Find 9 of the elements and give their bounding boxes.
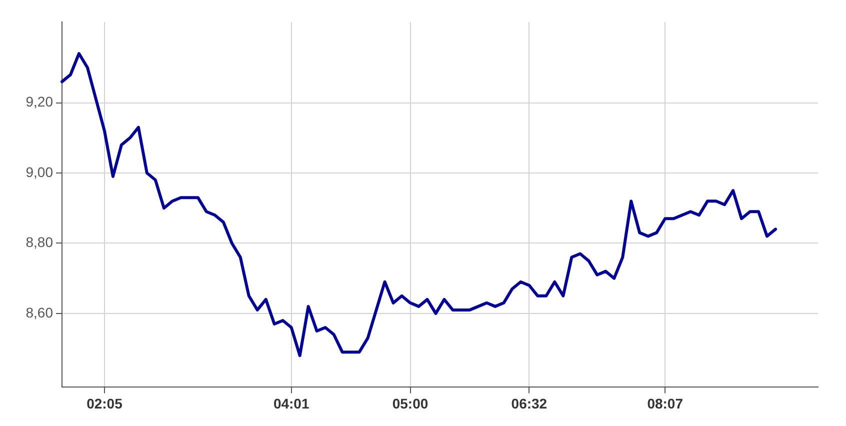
x-tick-label: 08:07 bbox=[647, 395, 684, 412]
x-tick-label: 02:05 bbox=[86, 395, 123, 412]
x-tick-label: 06:32 bbox=[511, 395, 548, 412]
y-tick-label: 8,80 bbox=[26, 234, 54, 250]
y-tick-label: 9,20 bbox=[26, 94, 54, 110]
y-tick-label: 8,60 bbox=[26, 304, 54, 320]
y-tick-label: 9,00 bbox=[26, 164, 54, 180]
x-tick-label: 04:01 bbox=[273, 395, 310, 412]
x-tick-label: 05:00 bbox=[392, 395, 428, 412]
